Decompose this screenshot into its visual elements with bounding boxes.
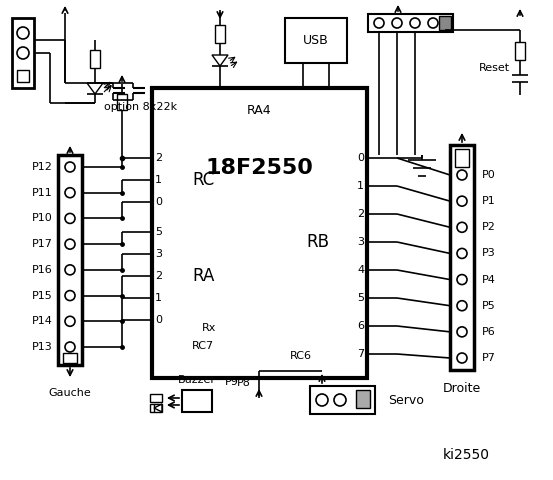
- Text: P16: P16: [32, 265, 53, 275]
- Text: P13: P13: [32, 342, 53, 352]
- Text: P17: P17: [32, 239, 53, 249]
- Text: RC6: RC6: [290, 351, 312, 361]
- Text: 7: 7: [357, 349, 364, 359]
- Text: 3: 3: [155, 249, 162, 259]
- Text: 2: 2: [155, 271, 162, 281]
- Text: 4: 4: [357, 265, 364, 275]
- Text: Servo: Servo: [388, 394, 424, 407]
- Circle shape: [457, 170, 467, 180]
- Text: P3: P3: [482, 249, 495, 258]
- Bar: [310, 386, 375, 414]
- Bar: [12, 18, 34, 88]
- Text: Buzzer: Buzzer: [178, 375, 216, 385]
- Bar: [117, 94, 127, 110]
- Text: RC: RC: [192, 171, 214, 189]
- Circle shape: [65, 239, 75, 249]
- Bar: [182, 390, 212, 412]
- Text: P4: P4: [482, 275, 496, 285]
- Circle shape: [410, 18, 420, 28]
- Text: ki2550: ki2550: [443, 448, 490, 462]
- Bar: [439, 16, 451, 30]
- Circle shape: [316, 394, 328, 406]
- Text: P7: P7: [482, 353, 496, 363]
- Text: P6: P6: [482, 327, 495, 337]
- Circle shape: [65, 188, 75, 198]
- Bar: [58, 155, 82, 365]
- Text: P15: P15: [32, 290, 53, 300]
- Circle shape: [334, 394, 346, 406]
- Circle shape: [65, 265, 75, 275]
- Text: 0: 0: [155, 315, 162, 325]
- Circle shape: [457, 196, 467, 206]
- Text: RB: RB: [306, 233, 329, 251]
- Text: P8: P8: [237, 378, 251, 388]
- Circle shape: [65, 162, 75, 172]
- Bar: [63, 353, 77, 363]
- Text: P14: P14: [32, 316, 53, 326]
- Circle shape: [457, 327, 467, 337]
- Circle shape: [457, 249, 467, 258]
- Bar: [450, 145, 474, 370]
- Text: Gauche: Gauche: [49, 388, 91, 398]
- Bar: [90, 50, 100, 68]
- Circle shape: [457, 222, 467, 232]
- Circle shape: [374, 18, 384, 28]
- Text: 3: 3: [357, 237, 364, 247]
- Bar: [368, 14, 453, 32]
- Text: 5: 5: [155, 227, 162, 237]
- Text: USB: USB: [303, 34, 329, 47]
- Text: RA4: RA4: [247, 104, 272, 117]
- Bar: [215, 25, 225, 43]
- Bar: [150, 404, 162, 412]
- Text: P9: P9: [225, 377, 239, 387]
- Text: P0: P0: [482, 170, 495, 180]
- Text: Rx: Rx: [202, 323, 216, 333]
- Bar: [152, 88, 367, 378]
- Text: 1: 1: [155, 293, 162, 303]
- Circle shape: [428, 18, 438, 28]
- Text: P5: P5: [482, 300, 495, 311]
- Text: 0: 0: [155, 197, 162, 207]
- Text: 0: 0: [357, 153, 364, 163]
- Circle shape: [17, 47, 29, 59]
- Circle shape: [392, 18, 402, 28]
- Circle shape: [65, 290, 75, 300]
- Circle shape: [457, 353, 467, 363]
- Text: RA: RA: [192, 267, 215, 285]
- Text: 5: 5: [357, 293, 364, 303]
- Circle shape: [65, 214, 75, 223]
- Text: 18F2550: 18F2550: [205, 158, 313, 178]
- Text: RC7: RC7: [192, 341, 214, 351]
- Bar: [150, 394, 162, 402]
- Circle shape: [17, 27, 29, 39]
- Bar: [17, 70, 29, 82]
- Bar: [356, 390, 370, 408]
- Circle shape: [65, 316, 75, 326]
- Circle shape: [65, 342, 75, 352]
- Text: Reset: Reset: [479, 63, 510, 73]
- Bar: [455, 149, 469, 167]
- Circle shape: [457, 275, 467, 285]
- Bar: [285, 18, 347, 63]
- Text: Droite: Droite: [443, 382, 481, 395]
- Text: 2: 2: [357, 209, 364, 219]
- Text: 1: 1: [357, 181, 364, 191]
- Text: P11: P11: [32, 188, 53, 198]
- Text: 1: 1: [155, 175, 162, 185]
- Text: 6: 6: [357, 321, 364, 331]
- Text: P1: P1: [482, 196, 495, 206]
- Circle shape: [457, 300, 467, 311]
- Bar: [515, 42, 525, 60]
- Text: option 8x22k: option 8x22k: [104, 102, 177, 112]
- Text: 2: 2: [155, 153, 162, 163]
- Text: P12: P12: [32, 162, 53, 172]
- Text: P10: P10: [32, 214, 53, 223]
- Text: P2: P2: [482, 222, 496, 232]
